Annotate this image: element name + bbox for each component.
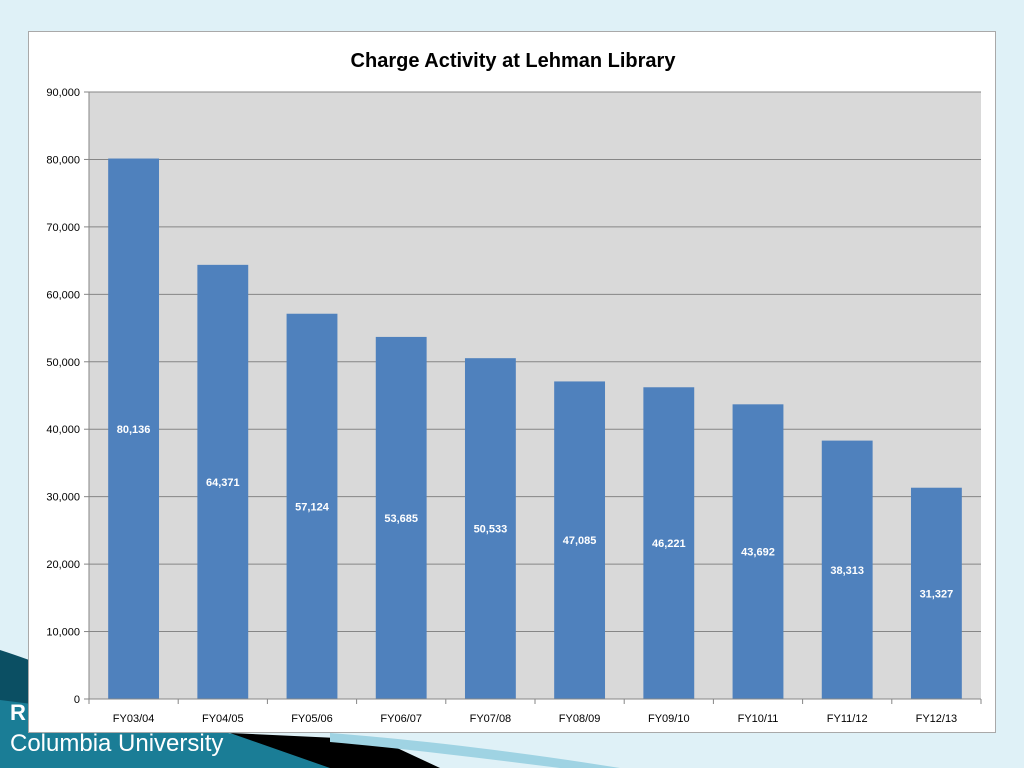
bars: 80,136 64,371 57,124 53,685 50,533 47,085 46,2…: [108, 158, 962, 699]
bar: [286, 313, 338, 699]
data-label: 43,692: [741, 547, 775, 559]
bar: [643, 387, 695, 699]
data-label: 80,136: [117, 424, 151, 436]
data-label: 64,371: [206, 477, 240, 489]
bar: [821, 440, 873, 699]
footer-organization: Columbia University: [10, 730, 224, 757]
y-tick-label: 50,000: [46, 357, 80, 369]
y-tick-label: 90,000: [46, 87, 80, 99]
x-tick-label: FY10/11: [738, 713, 779, 725]
data-label: 50,533: [474, 524, 508, 536]
data-label: 53,685: [384, 513, 418, 525]
y-tick-label: 0: [74, 694, 80, 706]
bar: [732, 404, 784, 699]
x-tick-label: FY09/10: [648, 713, 690, 725]
y-tick-label: 10,000: [46, 627, 80, 639]
bar: [375, 336, 427, 699]
x-tick-label: FY05/06: [291, 713, 333, 725]
footer-swoosh-light: [330, 733, 620, 768]
x-tick-label: FY03/04: [113, 713, 155, 725]
footer-swoosh-black: [230, 733, 440, 768]
data-label: 57,124: [295, 501, 330, 513]
data-label: 38,313: [830, 565, 864, 577]
bar: [464, 358, 516, 699]
chart-frame: Charge Activity at Lehman Library 80,136…: [28, 31, 996, 733]
bar: [197, 264, 249, 699]
y-tick-label: 80,000: [46, 154, 80, 166]
x-tick-label: FY06/07: [380, 713, 422, 725]
data-label: 46,221: [652, 538, 686, 550]
y-tick-label: 30,000: [46, 492, 80, 504]
x-tick-label: FY08/09: [559, 713, 601, 725]
bar: [910, 487, 962, 699]
y-tick-label: 40,000: [46, 424, 80, 436]
x-tick-label: FY07/08: [470, 713, 512, 725]
x-tick-label: FY11/12: [827, 713, 868, 725]
footer-partial-text: R: [10, 700, 26, 725]
x-tick-label: FY12/13: [916, 713, 958, 725]
bar: [108, 158, 160, 699]
bar-chart: Charge Activity at Lehman Library 80,136…: [46, 50, 982, 725]
y-tick-label: 20,000: [46, 559, 80, 571]
data-label: 47,085: [563, 535, 597, 547]
chart-title: Charge Activity at Lehman Library: [351, 50, 677, 72]
bar: [554, 381, 606, 699]
data-label: 31,327: [920, 588, 954, 600]
y-tick-label: 70,000: [46, 222, 80, 234]
y-tick-label: 60,000: [46, 289, 80, 301]
axes: 0 10,000 20,000 30,000 40,000 50,000 60,000 70,…: [46, 87, 982, 725]
x-tick-label: FY04/05: [202, 713, 244, 725]
